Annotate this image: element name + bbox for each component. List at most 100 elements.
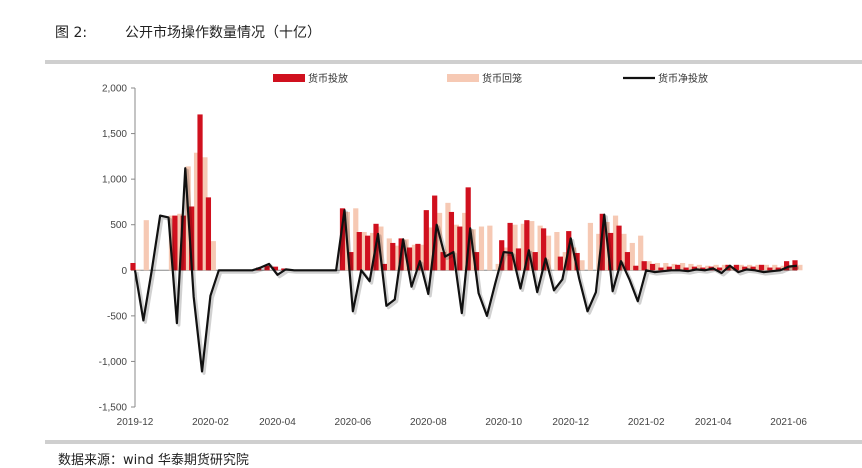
y-tick-label: -1,500 <box>99 403 128 414</box>
legend: 货币投放 货币回笼 货币净投放 <box>273 72 708 85</box>
withdrawal-bar <box>210 241 216 271</box>
injection-bar <box>423 210 429 271</box>
net-injection-line <box>133 167 798 373</box>
injection-bar <box>172 215 178 271</box>
injection-bar <box>742 266 748 271</box>
injection-bar <box>448 211 455 271</box>
withdrawal-bar <box>755 264 761 271</box>
withdrawal-bar <box>545 235 552 271</box>
y-tick-label: -1,000 <box>99 357 128 368</box>
injection-bar <box>608 232 614 271</box>
x-tick-label: 2020-06 <box>335 417 372 428</box>
withdrawal-bar <box>797 264 803 271</box>
injection-bar <box>465 187 471 271</box>
top-divider <box>45 60 862 64</box>
withdrawal-bar <box>621 233 627 271</box>
legend-label: 货币投放 <box>308 72 348 85</box>
withdrawal-bar <box>453 224 459 271</box>
withdrawal-bar <box>202 157 208 271</box>
withdrawal-bar <box>596 233 602 271</box>
withdrawal-bar <box>554 232 560 271</box>
net-injection-line-group <box>133 167 800 375</box>
injection-bar <box>507 222 513 271</box>
injection-bar <box>457 226 463 271</box>
legend-label: 货币回笼 <box>482 72 522 85</box>
injection-bar <box>775 267 781 271</box>
withdrawal-bar <box>671 263 677 271</box>
y-tick-label: 1,000 <box>102 175 127 186</box>
injection-bar <box>532 252 538 271</box>
net-injection-line-shadow <box>135 168 800 375</box>
withdrawal-bar <box>436 212 443 271</box>
withdrawal-bar <box>193 152 200 271</box>
injection-bar <box>180 215 186 271</box>
injection-bar <box>633 265 639 271</box>
injection-bar <box>356 232 362 271</box>
withdrawal-bar <box>378 226 384 271</box>
injection-bar <box>130 262 136 271</box>
injection-bar <box>440 252 446 271</box>
injection-bar <box>767 267 773 271</box>
withdrawal-bar <box>411 244 418 271</box>
withdrawal-bar <box>462 212 468 271</box>
legend-label: 货币净投放 <box>658 72 708 85</box>
injection-bar <box>641 261 647 271</box>
withdrawal-bar <box>369 232 376 271</box>
injection-bar <box>700 267 706 271</box>
injection-bar <box>758 264 765 271</box>
withdrawal-bar <box>504 247 510 271</box>
withdrawal-bar <box>587 222 594 271</box>
withdrawal-bar <box>663 262 669 271</box>
injection-bar <box>524 220 530 271</box>
x-tick-label: 2020-02 <box>192 417 229 428</box>
withdrawal-bar <box>612 215 619 271</box>
withdrawal-bar <box>395 245 401 271</box>
figure-header: 图 2: 公开市场操作数量情况（十亿） <box>55 22 321 42</box>
withdrawal-bar <box>495 263 501 271</box>
injection-bar <box>381 263 387 271</box>
x-tick-label: 2020-10 <box>485 417 522 428</box>
withdrawal-bar <box>177 213 183 271</box>
y-tick-label: 1,500 <box>102 129 127 140</box>
injection-bar <box>415 243 421 271</box>
injection-bar <box>691 266 698 271</box>
injection-bar <box>272 266 279 271</box>
x-tick-label: 2021-04 <box>695 417 732 428</box>
legend-swatch <box>273 74 305 82</box>
source-note: 数据来源：wind 华泰期货研究院 <box>58 453 249 468</box>
withdrawal-bar <box>721 264 728 271</box>
withdrawal-bar <box>679 262 686 271</box>
x-tick-label: 2020-04 <box>259 417 296 428</box>
injection-bar <box>515 248 522 271</box>
withdrawal-bar <box>629 242 635 271</box>
injection-bar <box>541 228 547 271</box>
x-tick-label: 2021-02 <box>628 417 665 428</box>
withdrawal-bar <box>135 269 141 271</box>
injection-bar <box>406 247 413 271</box>
withdrawal-bar <box>713 264 719 271</box>
injection-bar <box>624 252 631 271</box>
injection-bar <box>666 266 672 271</box>
withdrawal-bar <box>353 208 359 271</box>
withdrawal-bar <box>143 220 149 271</box>
withdrawal-bar <box>688 263 694 271</box>
x-tick-label: 2019-12 <box>117 417 154 428</box>
injection-bar <box>658 267 664 271</box>
injection-bar <box>390 242 396 271</box>
injection-bar <box>264 265 270 271</box>
withdrawal-bar <box>571 247 577 271</box>
y-tick-label: 2,000 <box>102 84 127 95</box>
injection-bar <box>205 197 212 271</box>
withdrawal-bar <box>579 260 585 271</box>
x-tick-label: 2020-12 <box>552 417 589 428</box>
withdrawal-bar <box>747 264 753 271</box>
withdrawal-bar <box>386 238 392 271</box>
withdrawal-bar <box>478 226 485 271</box>
withdrawal-bar <box>487 225 493 271</box>
injection-bar <box>750 266 756 271</box>
withdrawal-bar <box>772 264 778 271</box>
figure-title: 公开市场操作数量情况（十亿） <box>125 25 321 41</box>
withdrawal-bar <box>763 264 769 271</box>
withdrawal-bar <box>696 264 702 271</box>
withdrawal-bar <box>512 224 518 271</box>
